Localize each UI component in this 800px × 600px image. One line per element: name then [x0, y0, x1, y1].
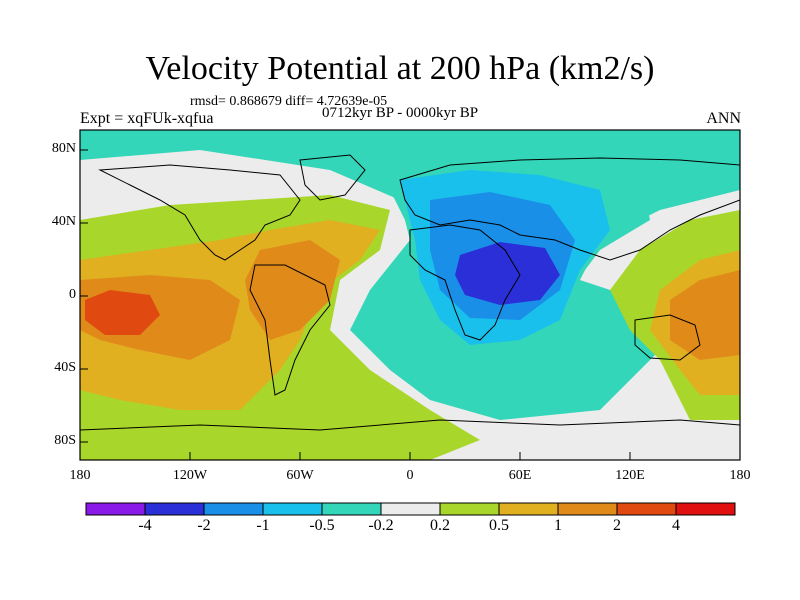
lat-label-40s: 40S — [54, 360, 76, 375]
coastlines — [80, 154, 740, 431]
experiment-label: Expt = xqFUk-xqfua — [80, 110, 214, 127]
colorbar-swatch — [557, 502, 618, 516]
negative-region-peak — [455, 242, 560, 305]
colorbar-label: 0.5 — [489, 517, 509, 534]
australia-outline — [634, 314, 701, 361]
colorbar-swatch — [203, 502, 264, 516]
lon-label-60e: 60E — [508, 468, 532, 483]
colorbar-swatch — [262, 502, 323, 516]
colorbar-swatch — [380, 502, 441, 516]
colorbar-swatch — [144, 502, 205, 516]
chart-title: Velocity Potential at 200 hPa (km2/s) — [145, 50, 655, 87]
colorbar — [85, 502, 736, 516]
antarctica-outline — [80, 419, 740, 431]
colorbar-swatch — [85, 502, 146, 516]
lon-label-0: 0 — [406, 468, 414, 483]
colorbar-label: -2 — [197, 517, 211, 534]
lat-label-80s: 80S — [54, 433, 76, 448]
positive-region-strong-east — [670, 270, 740, 360]
lon-label-120e: 120E — [615, 468, 645, 483]
africa-outline — [409, 224, 521, 341]
lon-label-60w: 60W — [286, 468, 314, 483]
colorbar-label: 2 — [613, 517, 621, 534]
colorbar-label: -1 — [256, 517, 270, 534]
period-label: 0712kyr BP - 0000kyr BP — [322, 105, 479, 121]
positive-region-peak — [85, 290, 160, 335]
colorbar-label: -0.5 — [309, 517, 335, 534]
lon-label-180e: 180 — [729, 468, 751, 483]
lat-label-0: 0 — [69, 287, 76, 302]
colorbar-swatch — [498, 502, 559, 516]
lat-label-40n: 40N — [51, 214, 76, 229]
colorbar-label: -0.2 — [368, 517, 394, 534]
north-america-outline — [98, 164, 301, 261]
stats-text: rmsd= 0.868679 diff= 4.72639e-05 — [190, 94, 388, 109]
eurasia-outline — [399, 157, 740, 261]
south-america-outline — [249, 264, 331, 396]
colorbar-swatch — [321, 502, 382, 516]
season-label: ANN — [706, 110, 741, 127]
colorbar-swatch — [675, 502, 736, 516]
map-field — [80, 130, 740, 460]
lon-label-180w: 180 — [69, 468, 91, 483]
colorbar-label: 0.2 — [430, 517, 450, 534]
lat-label-80n: 80N — [51, 141, 76, 156]
colorbar-label: -4 — [138, 517, 152, 534]
axis-ticks — [80, 149, 631, 460]
greenland-outline — [299, 154, 366, 201]
colorbar-label: 4 — [672, 517, 680, 534]
colorbar-label: 1 — [554, 517, 562, 534]
colorbar-swatch — [439, 502, 500, 516]
colorbar-swatch — [616, 502, 677, 516]
lon-label-120w: 120W — [172, 468, 208, 483]
